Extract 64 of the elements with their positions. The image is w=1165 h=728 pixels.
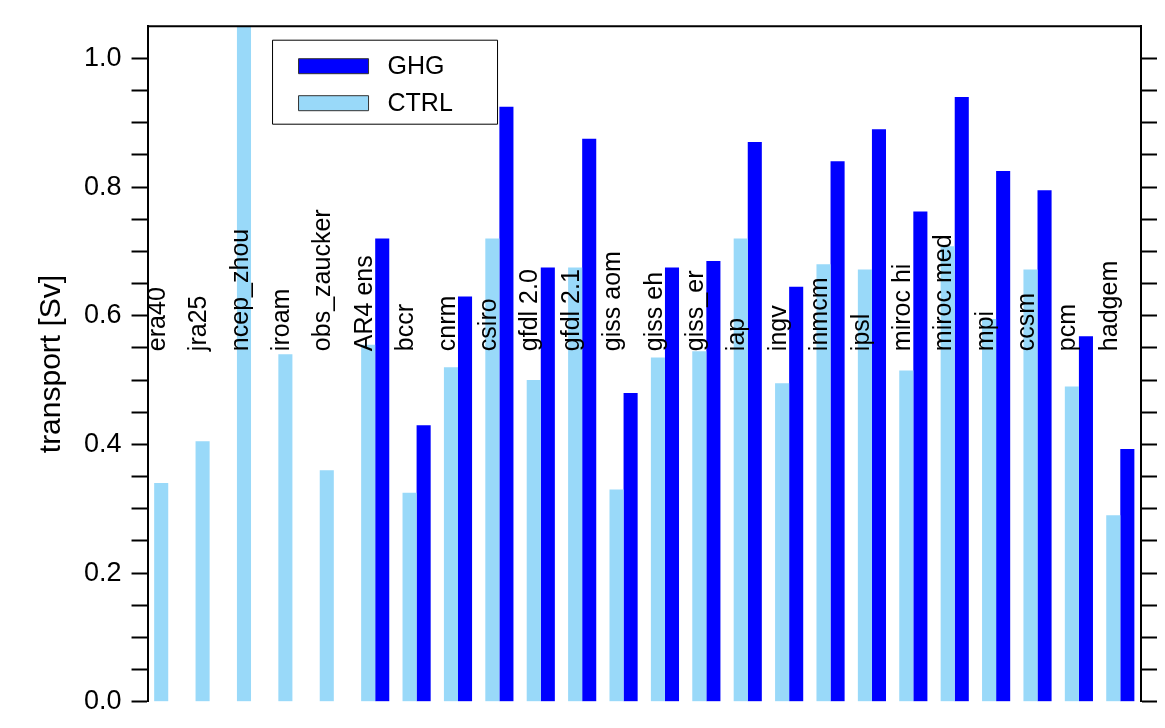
- bar: [402, 492, 417, 702]
- bar: [278, 354, 293, 702]
- y-tick-label: 0.0: [83, 685, 122, 716]
- x-tick-label: obs_zaucker: [307, 209, 336, 352]
- bar: [540, 267, 555, 702]
- x-tick-label: giss aom: [597, 251, 626, 352]
- y-axis-title: transport [Sv]: [33, 274, 67, 454]
- bar: [1037, 190, 1052, 702]
- bar: [416, 425, 431, 702]
- bar: [789, 286, 804, 702]
- x-tick-label: hadgem: [1093, 260, 1122, 352]
- bar: [692, 351, 707, 702]
- x-tick-label: era40: [141, 287, 170, 352]
- x-tick-label: ccsm: [1011, 292, 1040, 352]
- x-tick-label: miroc hi: [886, 263, 915, 352]
- bar: [457, 296, 473, 702]
- x-tick-label: iap: [721, 317, 750, 352]
- x-tick-label: ingv: [762, 304, 791, 352]
- bar: [706, 261, 721, 702]
- x-tick-label: giss_er: [679, 270, 708, 352]
- bar: [319, 470, 334, 702]
- x-tick-label: pcm: [1052, 303, 1081, 352]
- x-tick-label: ncep_zhou: [224, 228, 253, 352]
- y-tick-label: 0.8: [83, 170, 122, 201]
- x-tick-label: giss eh: [638, 271, 667, 352]
- bar: [195, 441, 210, 702]
- y-tick-label: 1.0: [83, 41, 122, 72]
- y-tick-label: 0.2: [83, 556, 122, 587]
- x-tick-label: csiro: [472, 298, 501, 352]
- bar: [1078, 336, 1093, 702]
- bar: [623, 392, 638, 702]
- x-tick-label: mpi: [969, 310, 998, 352]
- x-tick-label: jra25: [183, 295, 212, 353]
- bar: [443, 367, 458, 702]
- legend-label: CTRL: [387, 87, 453, 116]
- x-tick-label: cnrm: [431, 295, 460, 352]
- x-tick-label: AR4 ens: [348, 255, 377, 352]
- x-tick-label: bccr: [390, 303, 419, 352]
- x-tick-label: iroam: [266, 288, 294, 352]
- x-tick-label: inmcm: [804, 277, 833, 352]
- bar: [499, 106, 514, 702]
- bar: [1064, 386, 1079, 702]
- x-tick-label: miroc med: [928, 234, 957, 352]
- bar: [996, 170, 1011, 702]
- bar: [899, 370, 914, 702]
- bar: [913, 211, 928, 702]
- bar: [775, 383, 790, 702]
- bar: [954, 96, 969, 702]
- bar: [747, 142, 762, 702]
- bar: [609, 489, 624, 702]
- bar: [1120, 448, 1135, 702]
- bar: [582, 138, 597, 702]
- y-tick-label: 0.6: [83, 299, 122, 330]
- legend-label: GHG: [387, 50, 445, 79]
- x-tick-label: ipsl: [845, 313, 874, 352]
- bar: [830, 161, 845, 702]
- y-tick-label: 0.4: [83, 427, 122, 458]
- bar: [526, 380, 541, 702]
- x-tick-label: gfdl 2.1: [555, 269, 584, 352]
- x-tick-label: gfdl 2.0: [514, 269, 543, 352]
- bar: [154, 483, 169, 702]
- bar: [650, 357, 665, 702]
- bar: [375, 238, 390, 702]
- bar: [1106, 515, 1121, 702]
